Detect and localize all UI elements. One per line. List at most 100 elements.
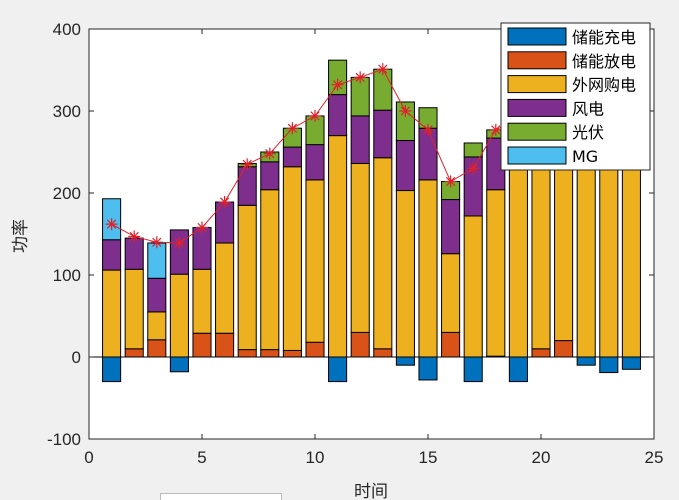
- bar-segment-2-x16: [441, 331, 461, 358]
- x-tick-label: 20: [532, 448, 551, 467]
- load-marker-2: [128, 230, 141, 243]
- bar-segment-2-x12: [350, 331, 370, 358]
- legend-box: [500, 22, 651, 171]
- load-marker-8: [263, 147, 276, 160]
- bar-segment-3-x15: [418, 179, 438, 358]
- bar-segment-3-x3: [147, 311, 167, 341]
- legend-entry[interactable]: 光伏: [572, 123, 604, 142]
- x-axis-label: 时间: [354, 482, 388, 500]
- load-marker-1: [105, 218, 118, 231]
- bar-segment-2-x9: [282, 349, 302, 358]
- bar-segment-2-x7: [237, 349, 257, 358]
- bar-segment-1-x23: [599, 356, 619, 374]
- bar-segment-3-x6: [215, 242, 235, 334]
- bar-segment-3-x14: [395, 190, 415, 358]
- y-tick-label: -100: [47, 430, 81, 449]
- bar-segment-2-x8: [260, 349, 280, 358]
- legend-swatch: [507, 146, 567, 165]
- bar-segment-4-x5: [192, 226, 212, 270]
- bar-segment-1-x11: [328, 356, 348, 383]
- load-marker-17: [467, 162, 480, 175]
- bar-segment-2-x2: [124, 348, 144, 358]
- load-marker-11: [331, 78, 344, 91]
- axes-box: [88, 28, 655, 440]
- bar-segment-2-x3: [147, 339, 167, 358]
- bar-segment-3-x13: [373, 157, 393, 350]
- bar-segment-5-x11: [328, 59, 348, 96]
- bar-segment-4-x1: [102, 239, 122, 271]
- bar-segment-5-x14: [395, 101, 415, 142]
- y-tick-label: 100: [53, 266, 81, 285]
- bar-segment-3-x7: [237, 204, 257, 351]
- bar-segment-4-x4: [169, 229, 189, 275]
- legend-swatch: [507, 27, 567, 46]
- y-tick-label: 400: [53, 20, 81, 39]
- load-marker-10: [309, 109, 321, 122]
- bar-segment-3-x23: [599, 151, 619, 358]
- bar-segment-2-x20: [531, 348, 551, 358]
- bar-segment-4-x8: [260, 161, 280, 191]
- bar-segment-2-x5: [192, 332, 212, 358]
- x-tick-label: 15: [419, 448, 438, 467]
- bar-segment-4-x14: [395, 140, 415, 192]
- y-tick-label: 0: [72, 348, 81, 367]
- bar-segment-4-x10: [305, 144, 325, 181]
- bar-segment-4-x2: [124, 237, 144, 270]
- bar-segment-4-x12: [350, 115, 370, 164]
- bar-segment-3-x12: [350, 162, 370, 333]
- y-axis-label: 功率: [11, 219, 31, 253]
- bar-segment-1-x17: [463, 356, 483, 383]
- bar-segment-1-x14: [395, 356, 415, 366]
- load-marker-9: [286, 122, 299, 135]
- bar-segment-3-x2: [124, 268, 144, 350]
- load-marker-18: [489, 123, 502, 136]
- bar-segment-1-x15: [418, 356, 438, 381]
- load-marker-16: [444, 175, 457, 188]
- bar-segment-3-x4: [169, 273, 189, 358]
- bar-segment-4-x7: [237, 166, 257, 206]
- load-marker-13: [376, 63, 389, 76]
- legend-swatch: [507, 51, 567, 70]
- load-marker-7: [241, 158, 254, 171]
- bar-segment-3-x1: [102, 269, 122, 358]
- bar-segment-6-x3: [147, 242, 167, 279]
- bar-segment-2-x6: [215, 332, 235, 358]
- legend-entry[interactable]: 储能放电: [572, 52, 636, 71]
- bar-segment-1-x24: [621, 356, 641, 370]
- x-tick-label: 5: [197, 448, 206, 467]
- bar-segment-3-x20: [531, 143, 551, 350]
- bar-segment-3-x11: [328, 135, 348, 358]
- bar-segment-4-x13: [373, 109, 393, 159]
- figure-toolbar-stub: [160, 493, 282, 500]
- load-marker-12: [354, 71, 367, 84]
- bar-segment-4-x3: [147, 277, 167, 313]
- bar-segment-1-x19: [508, 356, 528, 383]
- bar-segment-3-x18: [486, 189, 506, 357]
- bar-segment-3-x16: [441, 253, 461, 333]
- bar-segment-2-x13: [373, 348, 393, 358]
- bar-segment-3-x21: [554, 143, 574, 342]
- y-tick-label: 200: [53, 184, 81, 203]
- bar-segment-4-x15: [418, 127, 438, 181]
- legend-swatch: [507, 122, 567, 141]
- load-marker-5: [196, 221, 208, 234]
- bar-segment-1-x4: [169, 356, 189, 373]
- legend-entry[interactable]: 风电: [572, 99, 604, 118]
- load-marker-6: [218, 196, 231, 209]
- bar-segment-2-x21: [554, 340, 574, 358]
- legend-entry[interactable]: 外网购电: [572, 76, 636, 95]
- legend-entry[interactable]: MG: [572, 147, 598, 166]
- bar-segment-3-x22: [576, 147, 596, 358]
- bar-segment-4-x11: [328, 94, 348, 137]
- legend-swatch: [507, 98, 567, 117]
- bar-segment-3-x17: [463, 215, 483, 358]
- load-marker-15: [422, 123, 434, 136]
- bar-segment-1-x1: [102, 356, 122, 383]
- bar-segment-3-x8: [260, 189, 280, 351]
- y-tick-label: 300: [53, 102, 81, 121]
- bar-segment-3-x10: [305, 179, 325, 343]
- legend-entry[interactable]: 储能充电: [572, 28, 636, 47]
